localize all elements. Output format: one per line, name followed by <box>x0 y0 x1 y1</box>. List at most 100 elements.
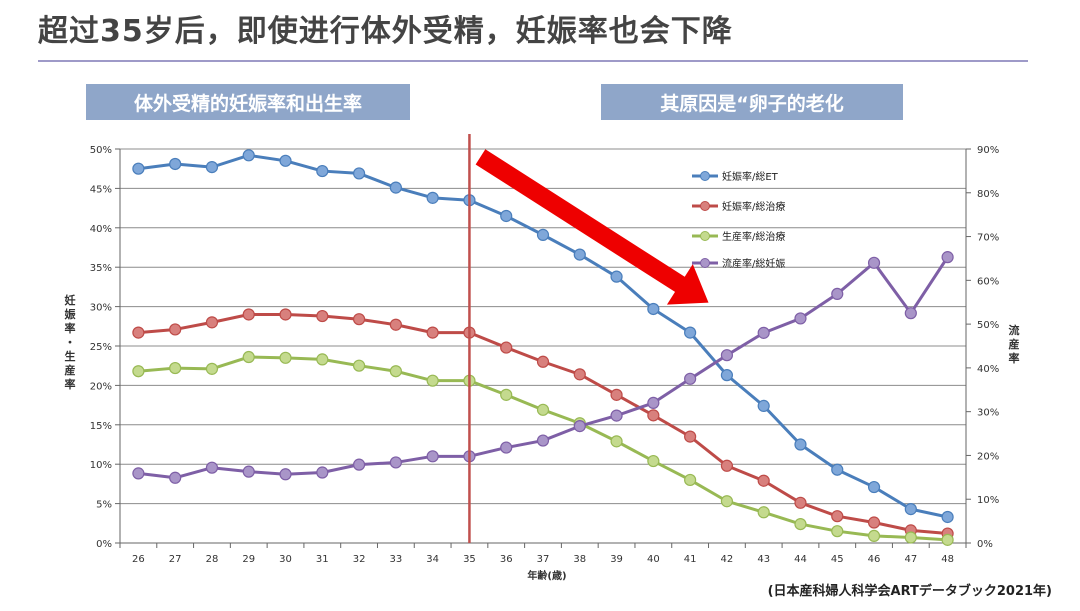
data-point <box>941 510 954 524</box>
series-line-1 <box>138 153 948 519</box>
x-tick-label: 44 <box>794 554 807 565</box>
data-point <box>205 461 219 474</box>
data-point <box>867 516 881 529</box>
x-tick-label: 43 <box>757 554 770 565</box>
page-title: 超过35岁后，即使进行体外受精，妊娠率也会下降 <box>38 14 733 49</box>
legend-swatch-marker <box>700 171 710 181</box>
data-point <box>426 374 439 387</box>
source-note: (日本産科婦人科学会ARTデータブック2021年) <box>767 584 1052 599</box>
y-right-tick-label: 80% <box>977 189 999 200</box>
data-point <box>205 362 219 375</box>
data-point <box>352 458 366 471</box>
data-point <box>647 396 660 410</box>
y-right-tick-label: 90% <box>977 145 999 156</box>
data-point <box>426 450 439 463</box>
data-point <box>316 466 329 479</box>
data-point <box>205 316 219 329</box>
data-point <box>867 529 881 543</box>
data-point <box>573 368 586 381</box>
x-tick-label: 26 <box>132 554 145 565</box>
data-point <box>684 473 697 487</box>
data-point <box>647 454 660 468</box>
data-point <box>941 251 954 264</box>
decline-arrow <box>475 149 709 305</box>
data-point <box>352 359 366 372</box>
data-point <box>904 531 917 544</box>
x-tick-label: 45 <box>831 554 844 565</box>
data-point <box>389 456 402 469</box>
data-point <box>831 510 844 523</box>
data-point <box>831 463 844 476</box>
data-point <box>279 154 292 167</box>
data-point <box>831 287 844 301</box>
data-point <box>757 474 770 487</box>
data-point <box>610 270 623 283</box>
data-point <box>757 326 770 339</box>
data-point <box>132 326 145 339</box>
data-point <box>684 326 697 339</box>
data-point <box>500 341 513 354</box>
y-right-tick-label: 40% <box>977 364 999 375</box>
data-point <box>573 420 586 433</box>
y-left-tick-label: 15% <box>90 421 112 432</box>
x-tick-label: 46 <box>868 554 881 565</box>
data-point <box>867 480 881 494</box>
data-point <box>316 309 329 323</box>
data-point <box>831 525 844 538</box>
x-tick-label: 35 <box>463 554 476 565</box>
y-right-tick-label: 0% <box>977 539 993 550</box>
left-banner: 体外受精的妊娠率和出生率 <box>86 84 410 120</box>
data-point <box>316 353 329 366</box>
x-axis-label: 年齢(歳) <box>527 569 566 582</box>
x-tick-label: 31 <box>316 554 329 565</box>
data-point <box>720 459 734 472</box>
x-tick-label: 38 <box>573 554 586 565</box>
x-tick-label: 34 <box>426 554 439 565</box>
series-line-2 <box>138 312 948 536</box>
x-tick-label: 32 <box>353 554 366 565</box>
y-left-tick-label: 5% <box>96 500 112 511</box>
x-tick-label: 41 <box>684 554 697 565</box>
data-point <box>316 164 329 178</box>
right-banner: 其原因是“卵子的老化 <box>601 84 903 120</box>
data-point <box>132 162 145 175</box>
data-point <box>610 435 623 448</box>
y-right-tick-label: 20% <box>977 451 999 462</box>
data-point <box>757 399 770 412</box>
data-point <box>352 313 366 326</box>
data-point <box>757 506 770 519</box>
data-point <box>279 468 292 481</box>
y-left-tick-label: 45% <box>90 184 112 195</box>
y-left-tick-label: 20% <box>90 381 112 392</box>
data-point <box>720 349 734 362</box>
x-tick-label: 42 <box>721 554 734 565</box>
data-point <box>132 365 145 378</box>
data-point <box>684 372 697 385</box>
data-point <box>500 209 513 223</box>
data-point <box>904 503 917 516</box>
y-left-axis-label: 妊娠率・生産率 <box>64 293 77 391</box>
y-right-tick-label: 10% <box>977 495 999 506</box>
data-point <box>536 403 550 416</box>
data-point <box>426 191 439 204</box>
legend-label: 流産率/総妊娠 <box>722 257 785 270</box>
data-point <box>794 438 807 451</box>
data-point <box>132 467 145 480</box>
x-tick-label: 30 <box>279 554 292 565</box>
data-point <box>794 312 807 325</box>
data-point <box>389 181 402 194</box>
data-point <box>352 167 366 180</box>
data-point <box>242 465 255 478</box>
x-tick-label: 27 <box>169 554 182 565</box>
data-point <box>389 318 402 331</box>
data-point <box>205 161 219 174</box>
y-right-tick-label: 50% <box>977 320 999 331</box>
data-point <box>536 355 550 368</box>
data-point <box>426 326 439 339</box>
data-point <box>941 533 954 546</box>
legend-label: 妊娠率/総治療 <box>722 200 785 213</box>
y-left-tick-label: 0% <box>96 539 112 550</box>
title-divider <box>38 60 1028 62</box>
legend-swatch-marker <box>700 231 710 241</box>
data-point <box>279 308 292 321</box>
